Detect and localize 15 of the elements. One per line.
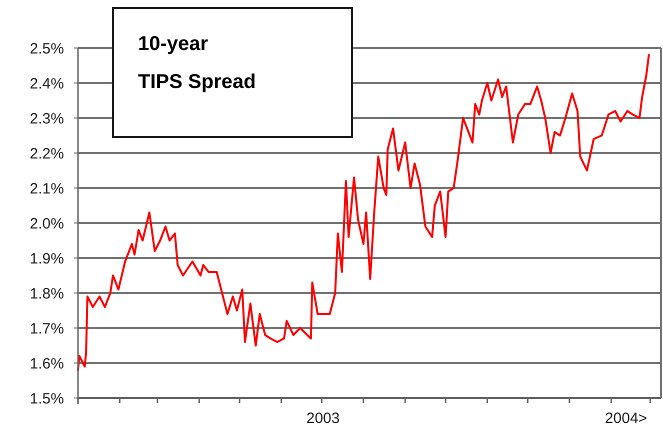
x-tick-label: 2004>	[604, 410, 648, 427]
y-tick-label: 1.9%	[30, 250, 64, 268]
y-tick-label: 2.0%	[30, 215, 64, 232]
x-tick-label: 2003	[306, 410, 340, 427]
chart-title: 10-year TIPS Spread	[138, 33, 256, 93]
y-tick-label: 2.3%	[30, 110, 64, 128]
y-tick-label: 1.5%	[30, 390, 64, 408]
y-tick-label: 2.4%	[30, 75, 64, 92]
y-tick-label: 2.1%	[30, 180, 64, 198]
y-tick-label: 2.2%	[30, 145, 64, 162]
y-tick-label: 2.5%	[30, 40, 64, 58]
line-series	[77, 54, 650, 371]
y-tick-label: 1.7%	[30, 320, 64, 338]
y-tick-label: 1.8%	[30, 285, 64, 302]
y-tick-label: 1.6%	[30, 355, 64, 372]
